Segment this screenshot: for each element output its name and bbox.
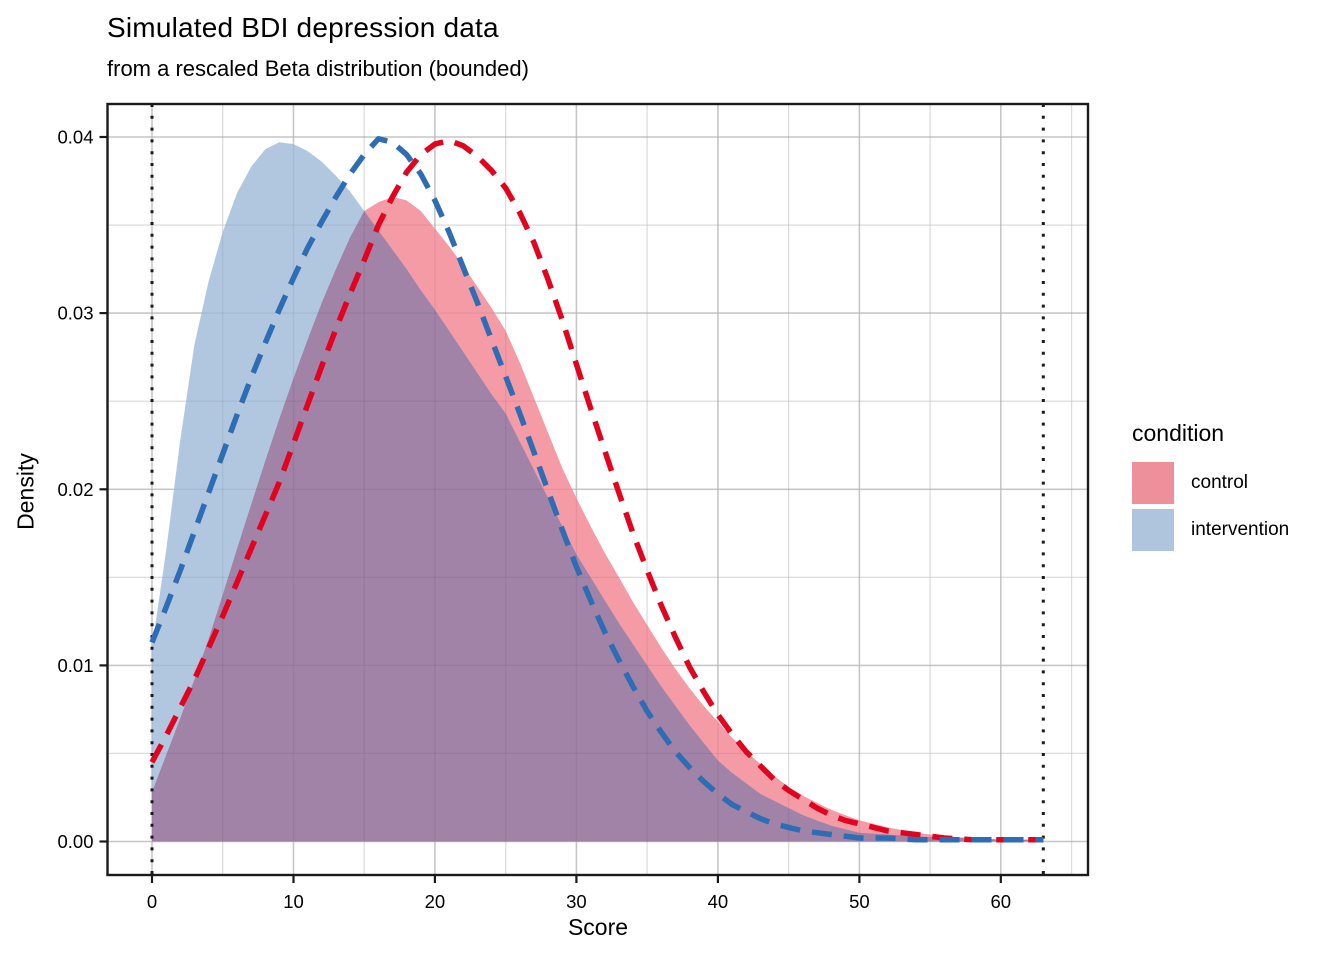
legend-item-intervention: intervention <box>1132 509 1289 551</box>
control-theoretical-dashed-line <box>149 137 1044 843</box>
x-axis-title: Score <box>567 914 629 940</box>
x-tick-label: 40 <box>708 891 729 912</box>
control-color-swatch <box>1132 462 1174 504</box>
x-tick-label: 50 <box>849 891 870 912</box>
y-axis-title: Density <box>12 453 39 530</box>
chart-title: Simulated BDI depression data <box>107 12 499 43</box>
theoretical-curves <box>149 136 1044 843</box>
gridline-overlay <box>107 104 1088 875</box>
overlap-density-area <box>152 211 1044 842</box>
y-tick-label: 0.03 <box>57 303 93 324</box>
x-tick-label: 60 <box>991 891 1012 912</box>
y-tick-label: 0.00 <box>57 831 93 852</box>
chart-subtitle: from a rescaled Beta distribution (bound… <box>107 56 529 81</box>
legend-item-control: control <box>1132 462 1289 504</box>
x-tick-label: 10 <box>283 891 304 912</box>
x-tick-label: 0 <box>147 891 157 912</box>
legend-title: condition <box>1132 420 1225 446</box>
x-tick-label: 30 <box>566 891 587 912</box>
y-tick-label: 0.04 <box>57 127 93 148</box>
intervention-color-swatch <box>1132 509 1174 551</box>
y-tick-label: 0.02 <box>57 479 93 500</box>
x-tick-label: 20 <box>425 891 446 912</box>
axis-ticks: 0 10 20 30 40 50 60 0.00 0.01 0.02 0.03 0.04 <box>57 127 1011 913</box>
density-fills <box>152 142 1044 842</box>
legend: condition control intervention <box>1132 420 1289 556</box>
legend-label-intervention: intervention <box>1191 519 1290 540</box>
intervention-theoretical-dashed-line <box>149 136 1044 843</box>
legend-label-control: control <box>1191 472 1249 493</box>
y-tick-label: 0.01 <box>57 655 93 676</box>
